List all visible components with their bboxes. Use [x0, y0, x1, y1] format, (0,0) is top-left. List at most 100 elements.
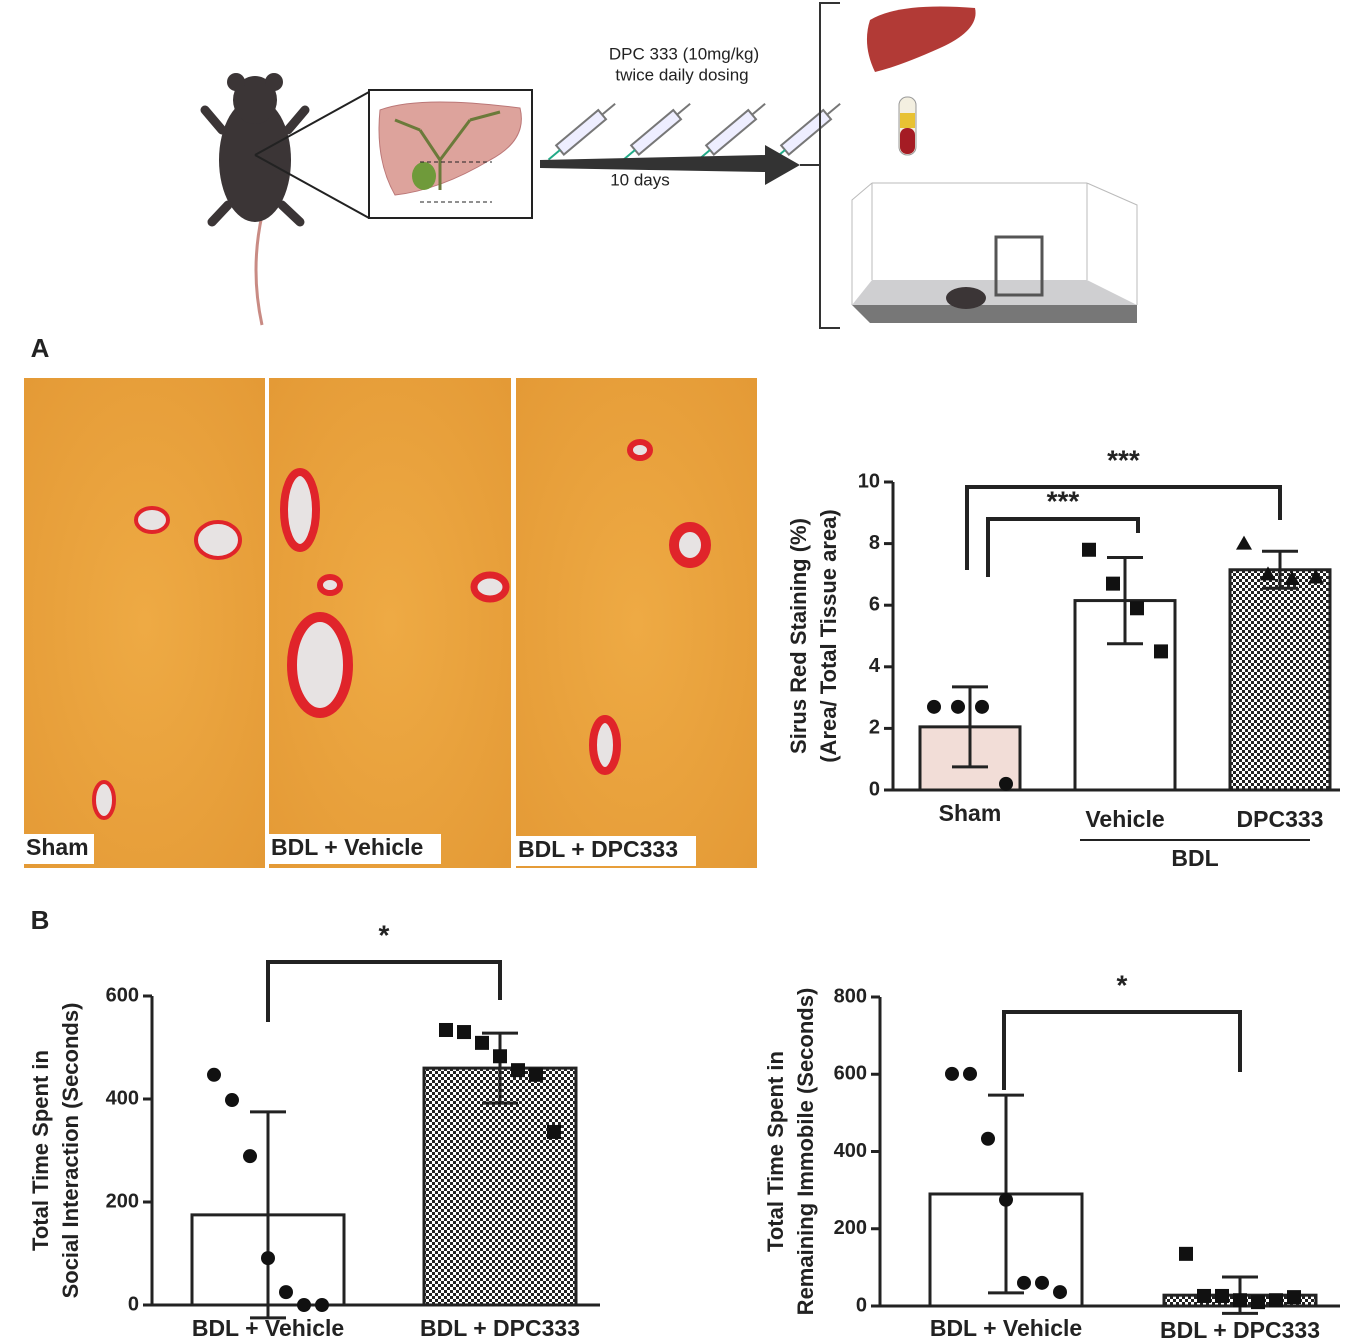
y-tick-label: 4 — [869, 655, 881, 677]
micrograph-label: Sham — [26, 834, 89, 860]
serum — [900, 113, 915, 128]
data-point — [1130, 601, 1144, 616]
schedule-text: twice daily dosing — [615, 65, 748, 84]
y-tick-label: 0 — [128, 1293, 139, 1315]
gallbladder — [412, 162, 436, 190]
data-point — [1035, 1275, 1049, 1290]
y-axis-label: Remaining Immobile (Seconds) — [793, 988, 818, 1316]
y-axis-label: Social Interaction (Seconds) — [58, 1003, 83, 1299]
data-point — [1017, 1275, 1031, 1290]
x-tick-label: BDL + DPC333 — [1160, 1317, 1320, 1343]
liver-icon — [866, 6, 976, 72]
data-point — [999, 776, 1013, 791]
data-point — [927, 699, 941, 714]
data-point — [963, 1066, 977, 1081]
label-box — [24, 834, 94, 864]
data-point — [1233, 1293, 1247, 1308]
vessels — [92, 439, 711, 820]
y-tick-label: 600 — [834, 1063, 867, 1085]
micrograph-label: BDL + Vehicle — [271, 834, 423, 860]
bar — [1228, 568, 1332, 792]
cage-floor — [852, 305, 1137, 323]
data-point — [981, 1131, 995, 1146]
x-tick-label: DPC333 — [1237, 806, 1324, 832]
data-point — [511, 1063, 525, 1078]
data-point — [945, 1066, 959, 1081]
bile-ducts — [394, 110, 501, 190]
y-tick-label: 6 — [869, 593, 880, 615]
y-tick-label: 8 — [869, 532, 880, 554]
data-point — [1251, 1295, 1265, 1310]
data-point — [279, 1285, 293, 1300]
mouse-head — [233, 76, 277, 124]
data-point — [1215, 1288, 1229, 1303]
error-bar — [1107, 555, 1143, 646]
significance-label: *** — [1047, 485, 1080, 516]
y-axis-label: Total Time Spent in — [28, 1050, 53, 1251]
x-tick-label: BDL + Vehicle — [930, 1315, 1082, 1341]
data-point — [225, 1093, 239, 1108]
error-bar — [1262, 549, 1298, 590]
panel-label: B — [31, 905, 50, 935]
data-point — [1287, 1290, 1301, 1305]
data-point — [951, 699, 965, 714]
data-point — [1236, 535, 1252, 550]
data-point — [243, 1149, 257, 1164]
data-point — [1284, 571, 1300, 586]
y-axis-label: Sirus Red Staining (%) — [786, 518, 811, 754]
x-tick-label: BDL + Vehicle — [192, 1315, 344, 1341]
syringes — [547, 102, 841, 161]
mouse-limbs — [200, 105, 310, 227]
data-point — [975, 699, 989, 714]
data-point — [1154, 644, 1168, 659]
y-tick-label: 0 — [869, 778, 880, 800]
label-box — [516, 836, 696, 866]
dose-text: DPC 333 (10mg/kg) — [609, 44, 759, 63]
y-tick-label: 400 — [834, 1140, 867, 1162]
y-tick-label: 800 — [834, 985, 867, 1007]
data-point — [457, 1025, 471, 1040]
data-point — [1269, 1293, 1283, 1308]
zoom-line — [254, 91, 370, 156]
data-point — [1082, 542, 1096, 557]
data-point — [297, 1298, 311, 1312]
significance-label: *** — [1107, 444, 1140, 475]
error-bar — [952, 685, 988, 769]
y-tick-label: 2 — [869, 717, 880, 739]
data-point — [1053, 1285, 1067, 1300]
significance-label: * — [379, 919, 390, 950]
data-point — [547, 1124, 561, 1139]
timeline-arrow — [540, 145, 800, 185]
duration-text: 10 days — [610, 170, 670, 189]
x-tick-label: BDL + DPC333 — [420, 1315, 580, 1341]
outcome-bracket — [800, 2, 840, 329]
micrographs: Sham BDL + Vehicle BDL + DPC333 — [24, 378, 757, 868]
error-bar — [250, 1110, 286, 1320]
data-point — [207, 1067, 221, 1082]
mouse-body — [219, 98, 291, 222]
mouse-tail — [254, 214, 264, 326]
data-point — [1308, 569, 1324, 584]
data-point — [529, 1067, 543, 1082]
blood — [900, 128, 915, 154]
y-tick-label: 10 — [858, 470, 880, 492]
y-tick-label: 200 — [106, 1190, 139, 1212]
zoom-line — [254, 154, 370, 219]
mouse-small — [946, 287, 986, 309]
data-point — [439, 1022, 453, 1037]
significance-bracket — [965, 485, 1282, 570]
data-point — [1197, 1288, 1211, 1303]
y-tick-label: 0 — [856, 1294, 867, 1316]
panel-label: A — [31, 333, 50, 363]
group-label: BDL — [1171, 845, 1218, 871]
data-point — [999, 1192, 1013, 1207]
data-point — [475, 1035, 489, 1050]
data-point — [493, 1049, 507, 1064]
y-axis-label: (Area/ Total Tissue area) — [816, 509, 841, 763]
significance-bracket — [266, 960, 502, 1022]
data-point — [1179, 1246, 1193, 1261]
cage-walls — [851, 182, 1138, 305]
data-point — [1106, 576, 1120, 591]
schematic: DPC 333 (10mg/kg) twice daily dosing 10 … — [200, 2, 1138, 329]
